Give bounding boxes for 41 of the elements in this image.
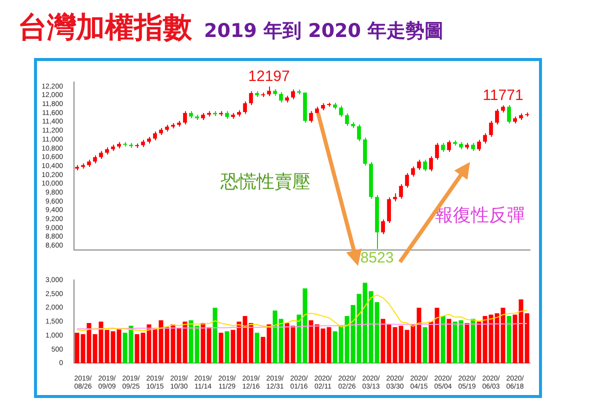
chart-subtitle: 2019 年到 2020 年走勢圖 [204,20,444,42]
candlestick [279,92,283,103]
candlestick [309,110,313,124]
candlestick [345,112,349,126]
annotation: 11771 [482,87,524,104]
candlestick [489,120,493,138]
bar [224,331,230,364]
bar [422,327,428,364]
candlestick [447,140,451,152]
annotation: 12197 [248,68,290,86]
candlestick [339,105,343,118]
bar [470,318,476,364]
candlestick [387,196,391,224]
bar [440,316,446,364]
candlestick [381,218,385,235]
candlestick [411,166,415,178]
annotation: 恐慌性賣壓 [220,171,311,192]
candlestick [477,139,481,152]
candlestick [183,110,187,125]
candlestick [399,184,403,200]
bar [218,332,224,364]
annotation: 8523 [360,250,394,267]
bar [254,332,260,364]
candlestick [507,104,511,124]
candlestick [357,124,361,142]
candlestick [405,172,409,188]
candlestick [435,142,439,160]
candlestick [423,159,427,172]
candlestick [243,100,247,114]
bar [212,308,218,364]
candlestick [429,156,433,172]
chart-title: 台灣加權指數 [18,10,192,44]
candlestick [495,108,499,125]
candlestick [417,159,421,170]
bar [506,316,512,364]
candlestick [483,132,487,144]
candlestick [291,89,295,100]
bar [446,318,452,364]
bar [464,322,470,364]
candlestick [267,86,271,97]
candlestick [249,90,253,106]
